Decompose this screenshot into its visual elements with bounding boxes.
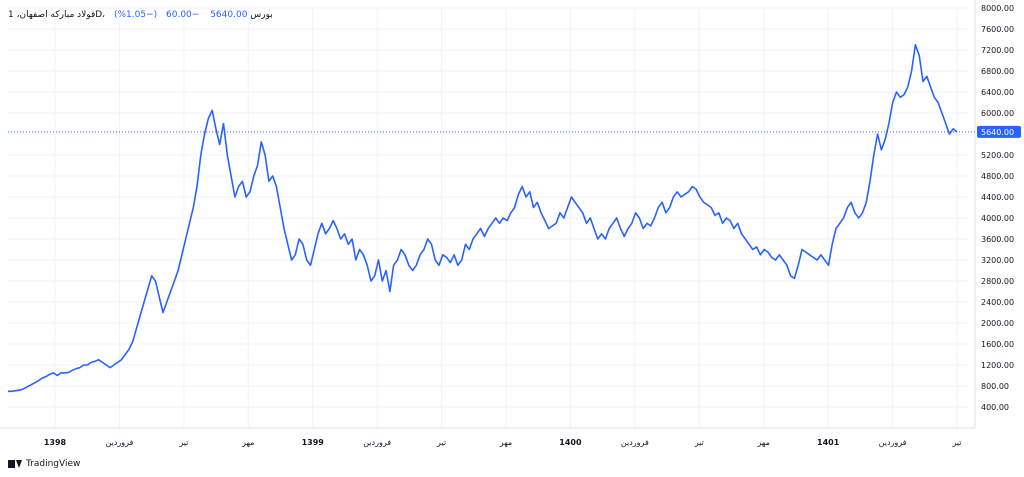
grid — [8, 7, 968, 428]
x-tick-label: 1400 — [559, 438, 582, 447]
y-tick-label: 400.00 — [981, 403, 1009, 412]
x-tick-label: فروردین — [106, 438, 134, 447]
y-tick-label: 6400.00 — [981, 88, 1014, 97]
x-tick-label: مهر — [757, 438, 770, 447]
y-tick-label: 7600.00 — [981, 25, 1014, 34]
y-tick-label: 1600.00 — [981, 340, 1014, 349]
y-tick-label: 3200.00 — [981, 256, 1014, 265]
labels: 5640.00 — [977, 125, 1021, 138]
y-tick-label: 4400.00 — [981, 193, 1014, 202]
price-series-line — [8, 43, 958, 393]
y-tick-label: 2800.00 — [981, 277, 1014, 286]
last-price-badge — [977, 125, 1021, 138]
x-tick-label: 1398 — [44, 438, 67, 447]
x-tick-label: مهر — [241, 438, 254, 447]
price-change: −60.00 — [166, 10, 200, 20]
y-tick-label: 4000.00 — [981, 214, 1014, 223]
y-tick-label: 4800.00 — [981, 172, 1014, 181]
price-change-pct: (−1.05%) — [113, 10, 158, 20]
y-tick-label: 1200.00 — [981, 361, 1014, 370]
y-tick-label: 7200.00 — [981, 46, 1014, 55]
x-tick-label: تیر — [178, 438, 188, 447]
x-tick-label: تیر — [951, 438, 961, 447]
tradingview-logo-icon — [8, 460, 22, 468]
x-tick-label: مهر — [499, 438, 512, 447]
last-price-badge-label: 5640.00 — [981, 128, 1014, 137]
axes: 400.00 800.00 1200.00 1600.00 2000.00 2400.00… — [0, 0, 1014, 447]
y-tick-label: 2000.00 — [981, 319, 1014, 328]
x-tick-label: 1399 — [302, 438, 325, 447]
tradingview-label: TradingView — [26, 459, 81, 469]
tradingview-watermark[interactable]: TradingView — [8, 459, 80, 469]
x-tick-label: تیر — [436, 438, 446, 447]
x-tick-label: فروردین — [879, 438, 907, 447]
y-tick-label: 6800.00 — [981, 67, 1014, 76]
y-tick-label: 3600.00 — [981, 235, 1014, 244]
symbol-title: فولاد مباركه اصفهان، 1D، بورس — [8, 10, 273, 20]
series-layer — [8, 43, 975, 393]
y-tick-label: 6000.00 — [981, 109, 1014, 118]
x-tick-label: فروردین — [363, 438, 391, 447]
x-tick-label: 1401 — [817, 438, 840, 447]
chart-header: فولاد مباركه اصفهان، 1D، بورس 5640.00 −6… — [8, 10, 273, 20]
y-tick-label: 5200.00 — [981, 151, 1014, 160]
y-tick-label: 8000.00 — [981, 4, 1014, 13]
x-tick-label: فروردین — [621, 438, 649, 447]
y-tick-label: 2400.00 — [981, 298, 1014, 307]
y-tick-label: 800.00 — [981, 382, 1009, 391]
last-price: 5640.00 — [210, 10, 248, 20]
x-tick-label: تیر — [694, 438, 704, 447]
